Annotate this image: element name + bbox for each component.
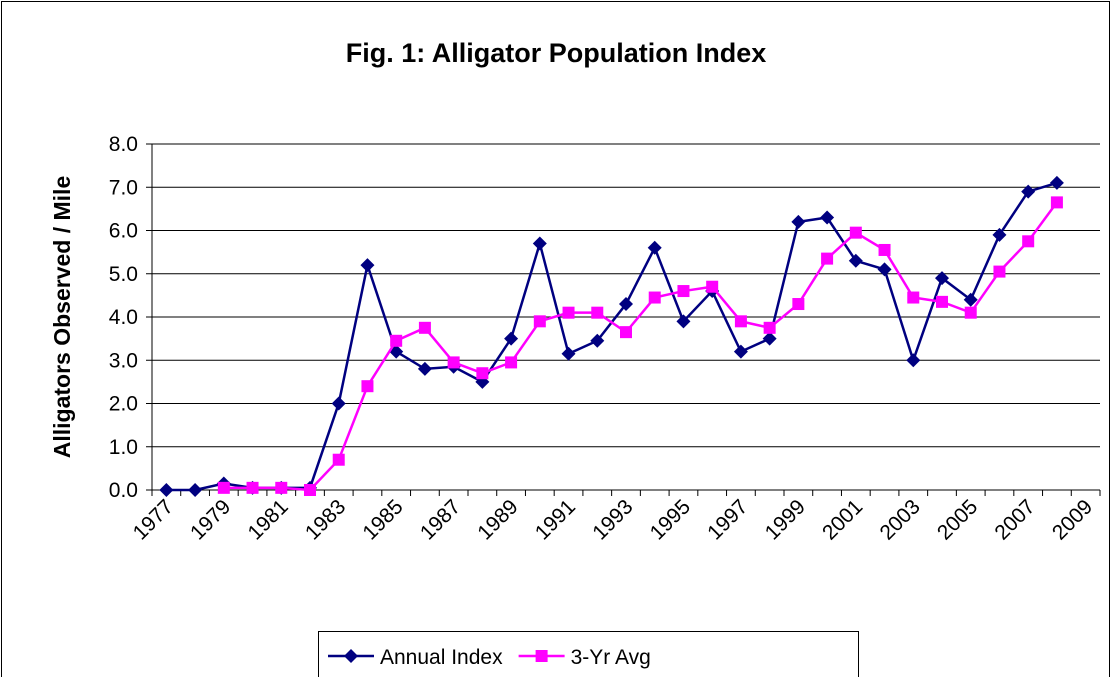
data-point [217, 481, 230, 494]
data-point [907, 291, 920, 304]
data-point [935, 271, 949, 286]
y-tick-label: 5.0 [109, 263, 138, 286]
y-axis-label: Alligators Observed / Mile [49, 176, 75, 458]
data-point [648, 291, 661, 304]
data-point [344, 649, 358, 663]
data-point [390, 334, 403, 347]
data-point [963, 292, 978, 307]
data-point [878, 243, 891, 256]
data-point [590, 333, 605, 348]
data-point [533, 315, 546, 328]
data-point [532, 236, 547, 251]
data-point [620, 326, 632, 339]
data-point [504, 331, 519, 346]
data-point [992, 227, 1007, 242]
data-point [993, 265, 1006, 278]
data-point [733, 344, 748, 359]
data-point [275, 481, 288, 494]
data-point [159, 483, 174, 497]
data-point [535, 650, 548, 662]
data-point [619, 297, 633, 312]
data-point [647, 240, 662, 255]
data-point [361, 380, 374, 393]
data-point [792, 298, 805, 311]
data-point [246, 481, 259, 494]
chart-title: Fig. 1: Alligator Population Index [346, 38, 767, 68]
data-point [476, 367, 489, 380]
y-tick-label: 6.0 [109, 220, 138, 243]
data-point [791, 214, 806, 229]
data-point [418, 321, 431, 334]
data-point [591, 306, 604, 319]
data-point [848, 253, 863, 268]
y-tick-label: 4.0 [109, 306, 138, 329]
data-point [360, 258, 375, 273]
data-point [936, 295, 948, 308]
y-tick-label: 3.0 [109, 349, 138, 372]
y-tick-label: 7.0 [109, 176, 138, 199]
data-point [677, 285, 690, 298]
y-tick-label: 8.0 [109, 133, 138, 156]
data-point [447, 356, 460, 369]
data-point [562, 306, 575, 319]
data-point [763, 321, 776, 334]
data-point [188, 483, 203, 497]
legend-box [318, 631, 859, 677]
data-point [1050, 196, 1063, 209]
y-tick-label: 2.0 [109, 393, 138, 416]
data-point [820, 210, 835, 225]
y-tick-label: 0.0 [109, 479, 138, 502]
data-point [821, 252, 834, 265]
legend-label: 3-Yr Avg [571, 646, 651, 669]
data-point [417, 361, 432, 376]
data-point [676, 314, 691, 329]
data-point [561, 346, 576, 361]
data-point [1022, 235, 1035, 248]
data-point [964, 306, 977, 319]
y-tick-label: 1.0 [109, 436, 138, 459]
data-point [505, 356, 518, 369]
data-point [304, 484, 316, 496]
data-point [706, 280, 719, 293]
data-point [906, 353, 921, 368]
data-point [332, 453, 345, 466]
data-point [734, 315, 747, 328]
data-point [1049, 175, 1064, 190]
data-point [1021, 184, 1036, 199]
data-point [849, 226, 862, 239]
data-point [762, 331, 777, 346]
data-point [877, 262, 892, 277]
legend-label: Annual Index [380, 646, 503, 669]
data-point [331, 396, 346, 411]
